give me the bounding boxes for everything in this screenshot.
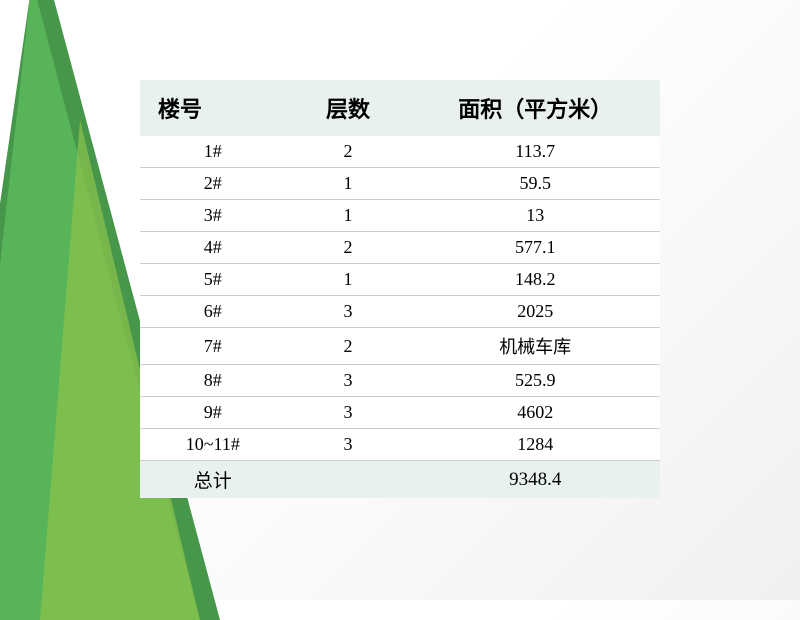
cell-building: 6# <box>140 296 286 328</box>
cell-building: 3# <box>140 200 286 232</box>
cell-floors: 2 <box>286 232 411 264</box>
cell-building: 1# <box>140 136 286 168</box>
table-row: 7# 2 机械车库 <box>140 328 660 365</box>
total-floors <box>286 461 411 499</box>
table-row: 8# 3 525.9 <box>140 365 660 397</box>
cell-building: 8# <box>140 365 286 397</box>
building-area-table: 楼号 层数 面积（平方米） 1# 2 113.7 2# 1 59.5 3# 1 … <box>140 80 660 498</box>
cell-floors: 2 <box>286 136 411 168</box>
cell-floors: 1 <box>286 168 411 200</box>
table-row: 1# 2 113.7 <box>140 136 660 168</box>
total-label: 总计 <box>140 461 286 499</box>
cell-area: 59.5 <box>410 168 660 200</box>
cell-floors: 1 <box>286 264 411 296</box>
cell-area: 113.7 <box>410 136 660 168</box>
col-header-area: 面积（平方米） <box>410 80 660 136</box>
cell-building: 9# <box>140 397 286 429</box>
table-row: 6# 3 2025 <box>140 296 660 328</box>
total-area: 9348.4 <box>410 461 660 499</box>
cell-area: 148.2 <box>410 264 660 296</box>
table-row: 10~11# 3 1284 <box>140 429 660 461</box>
col-header-building: 楼号 <box>140 80 286 136</box>
cell-floors: 1 <box>286 200 411 232</box>
cell-area: 13 <box>410 200 660 232</box>
cell-floors: 2 <box>286 328 411 365</box>
cell-floors: 3 <box>286 296 411 328</box>
table-body: 1# 2 113.7 2# 1 59.5 3# 1 13 4# 2 577.1 … <box>140 136 660 498</box>
table-total-row: 总计 9348.4 <box>140 461 660 499</box>
cell-building: 5# <box>140 264 286 296</box>
cell-building: 10~11# <box>140 429 286 461</box>
table-row: 5# 1 148.2 <box>140 264 660 296</box>
table-row: 4# 2 577.1 <box>140 232 660 264</box>
table-row: 2# 1 59.5 <box>140 168 660 200</box>
cell-floors: 3 <box>286 429 411 461</box>
cell-area: 2025 <box>410 296 660 328</box>
cell-area: 1284 <box>410 429 660 461</box>
col-header-floors: 层数 <box>286 80 411 136</box>
cell-floors: 3 <box>286 397 411 429</box>
cell-building: 4# <box>140 232 286 264</box>
data-table-container: 楼号 层数 面积（平方米） 1# 2 113.7 2# 1 59.5 3# 1 … <box>140 80 660 498</box>
table-row: 9# 3 4602 <box>140 397 660 429</box>
cell-area: 机械车库 <box>410 328 660 365</box>
cell-area: 577.1 <box>410 232 660 264</box>
table-header-row: 楼号 层数 面积（平方米） <box>140 80 660 136</box>
cell-building: 2# <box>140 168 286 200</box>
cell-building: 7# <box>140 328 286 365</box>
cell-area: 525.9 <box>410 365 660 397</box>
cell-area: 4602 <box>410 397 660 429</box>
cell-floors: 3 <box>286 365 411 397</box>
table-row: 3# 1 13 <box>140 200 660 232</box>
